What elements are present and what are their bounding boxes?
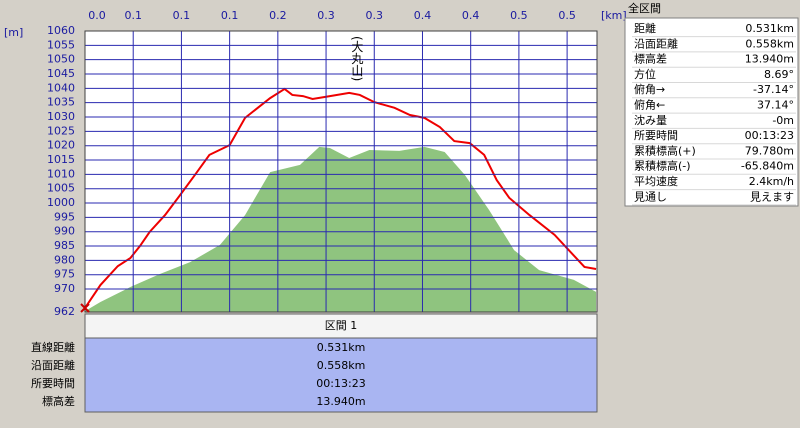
section-label: 標高差 xyxy=(42,394,75,408)
summary-value: 00:13:23 xyxy=(745,129,794,142)
start-marker xyxy=(80,303,90,313)
x-tick-label: 0.0 xyxy=(88,9,106,22)
x-tick-label: 0.1 xyxy=(124,9,142,22)
x-tick-label: 0.1 xyxy=(173,9,191,22)
y-tick-label: 962 xyxy=(54,305,75,318)
x-tick-label: 0.5 xyxy=(510,9,528,22)
y-tick-label: 1025 xyxy=(47,124,75,137)
x-tick-label: 0.1 xyxy=(221,9,239,22)
summary-value: -37.14° xyxy=(753,83,794,96)
terrain-area xyxy=(85,146,597,312)
section-label: 所要時間 xyxy=(31,377,75,390)
summary-label: 俯角→ xyxy=(634,82,665,96)
summary-value: 8.69° xyxy=(764,68,794,81)
summary-label: 俯角← xyxy=(634,98,665,112)
x-tick-label: 0.2 xyxy=(269,9,287,22)
summary-value: 37.14° xyxy=(757,99,794,112)
y-tick-label: 1010 xyxy=(47,167,75,180)
summary-value: 13.940m xyxy=(745,53,794,66)
section-header xyxy=(84,313,598,339)
x-tick-label: 0.5 xyxy=(558,9,576,22)
section-body xyxy=(84,337,598,413)
summary-value: 0.558km xyxy=(745,37,794,50)
summary-label: 距離 xyxy=(634,21,656,35)
y-tick-label: 1015 xyxy=(47,153,75,166)
summary-label: 見通し xyxy=(634,190,667,203)
summary-label: 累積標高(-) xyxy=(634,159,691,173)
y-tick-label: 1045 xyxy=(47,67,75,80)
summary-label: 沿面距離 xyxy=(634,36,678,50)
x-tick-label: 0.3 xyxy=(366,9,384,22)
y-tick-label: 1005 xyxy=(47,182,75,195)
summary-label: 沈み量 xyxy=(634,113,667,127)
section-value: 13.940m xyxy=(316,395,365,408)
section-label: 直線距離 xyxy=(31,340,75,354)
route-line xyxy=(84,87,597,309)
summary-label: 標高差 xyxy=(634,52,667,66)
section-value: 0.531km xyxy=(317,341,366,354)
y-tick-label: 990 xyxy=(54,225,75,238)
y-tick-label: 1060 xyxy=(47,24,75,37)
section-label: 沿面距離 xyxy=(31,358,75,372)
y-tick-label: 985 xyxy=(54,239,75,252)
summary-label: 所要時間 xyxy=(634,129,678,142)
summary-value: 2.4km/h xyxy=(749,175,794,188)
plot-border xyxy=(84,30,598,313)
summary-value: -0m xyxy=(772,114,794,127)
x-tick-label: 0.4 xyxy=(414,9,432,22)
y-tick-label: 970 xyxy=(54,282,75,295)
x-tick-label: 0.4 xyxy=(462,9,480,22)
summary-label: 平均速度 xyxy=(634,174,678,188)
x-unit: [km] xyxy=(601,9,627,22)
section-title: 区間 1 xyxy=(325,319,358,332)
peak-label: (大丸山) xyxy=(350,36,364,81)
section-value: 0.558km xyxy=(317,359,366,372)
summary-value: 79.780m xyxy=(745,144,794,157)
y-tick-label: 1020 xyxy=(47,139,75,152)
summary-value: 見えます xyxy=(750,190,794,203)
summary-label: 方位 xyxy=(634,67,656,81)
y-tick-label: 1055 xyxy=(47,38,75,51)
section-value: 00:13:23 xyxy=(316,377,365,390)
y-tick-label: 1040 xyxy=(47,81,75,94)
y-tick-label: 980 xyxy=(54,253,75,266)
y-unit: [m] xyxy=(4,26,23,39)
y-tick-label: 975 xyxy=(54,268,75,281)
y-tick-label: 995 xyxy=(54,210,75,223)
summary-label: 累積標高(+) xyxy=(634,143,696,157)
summary-value: -65.840m xyxy=(741,160,794,173)
y-tick-label: 1035 xyxy=(47,96,75,109)
y-tick-label: 1050 xyxy=(47,53,75,66)
summary-title: 全区間 xyxy=(628,1,661,15)
x-tick-label: 0.3 xyxy=(317,9,335,22)
y-tick-label: 1030 xyxy=(47,110,75,123)
y-tick-label: 1000 xyxy=(47,196,75,209)
summary-value: 0.531km xyxy=(745,22,794,35)
